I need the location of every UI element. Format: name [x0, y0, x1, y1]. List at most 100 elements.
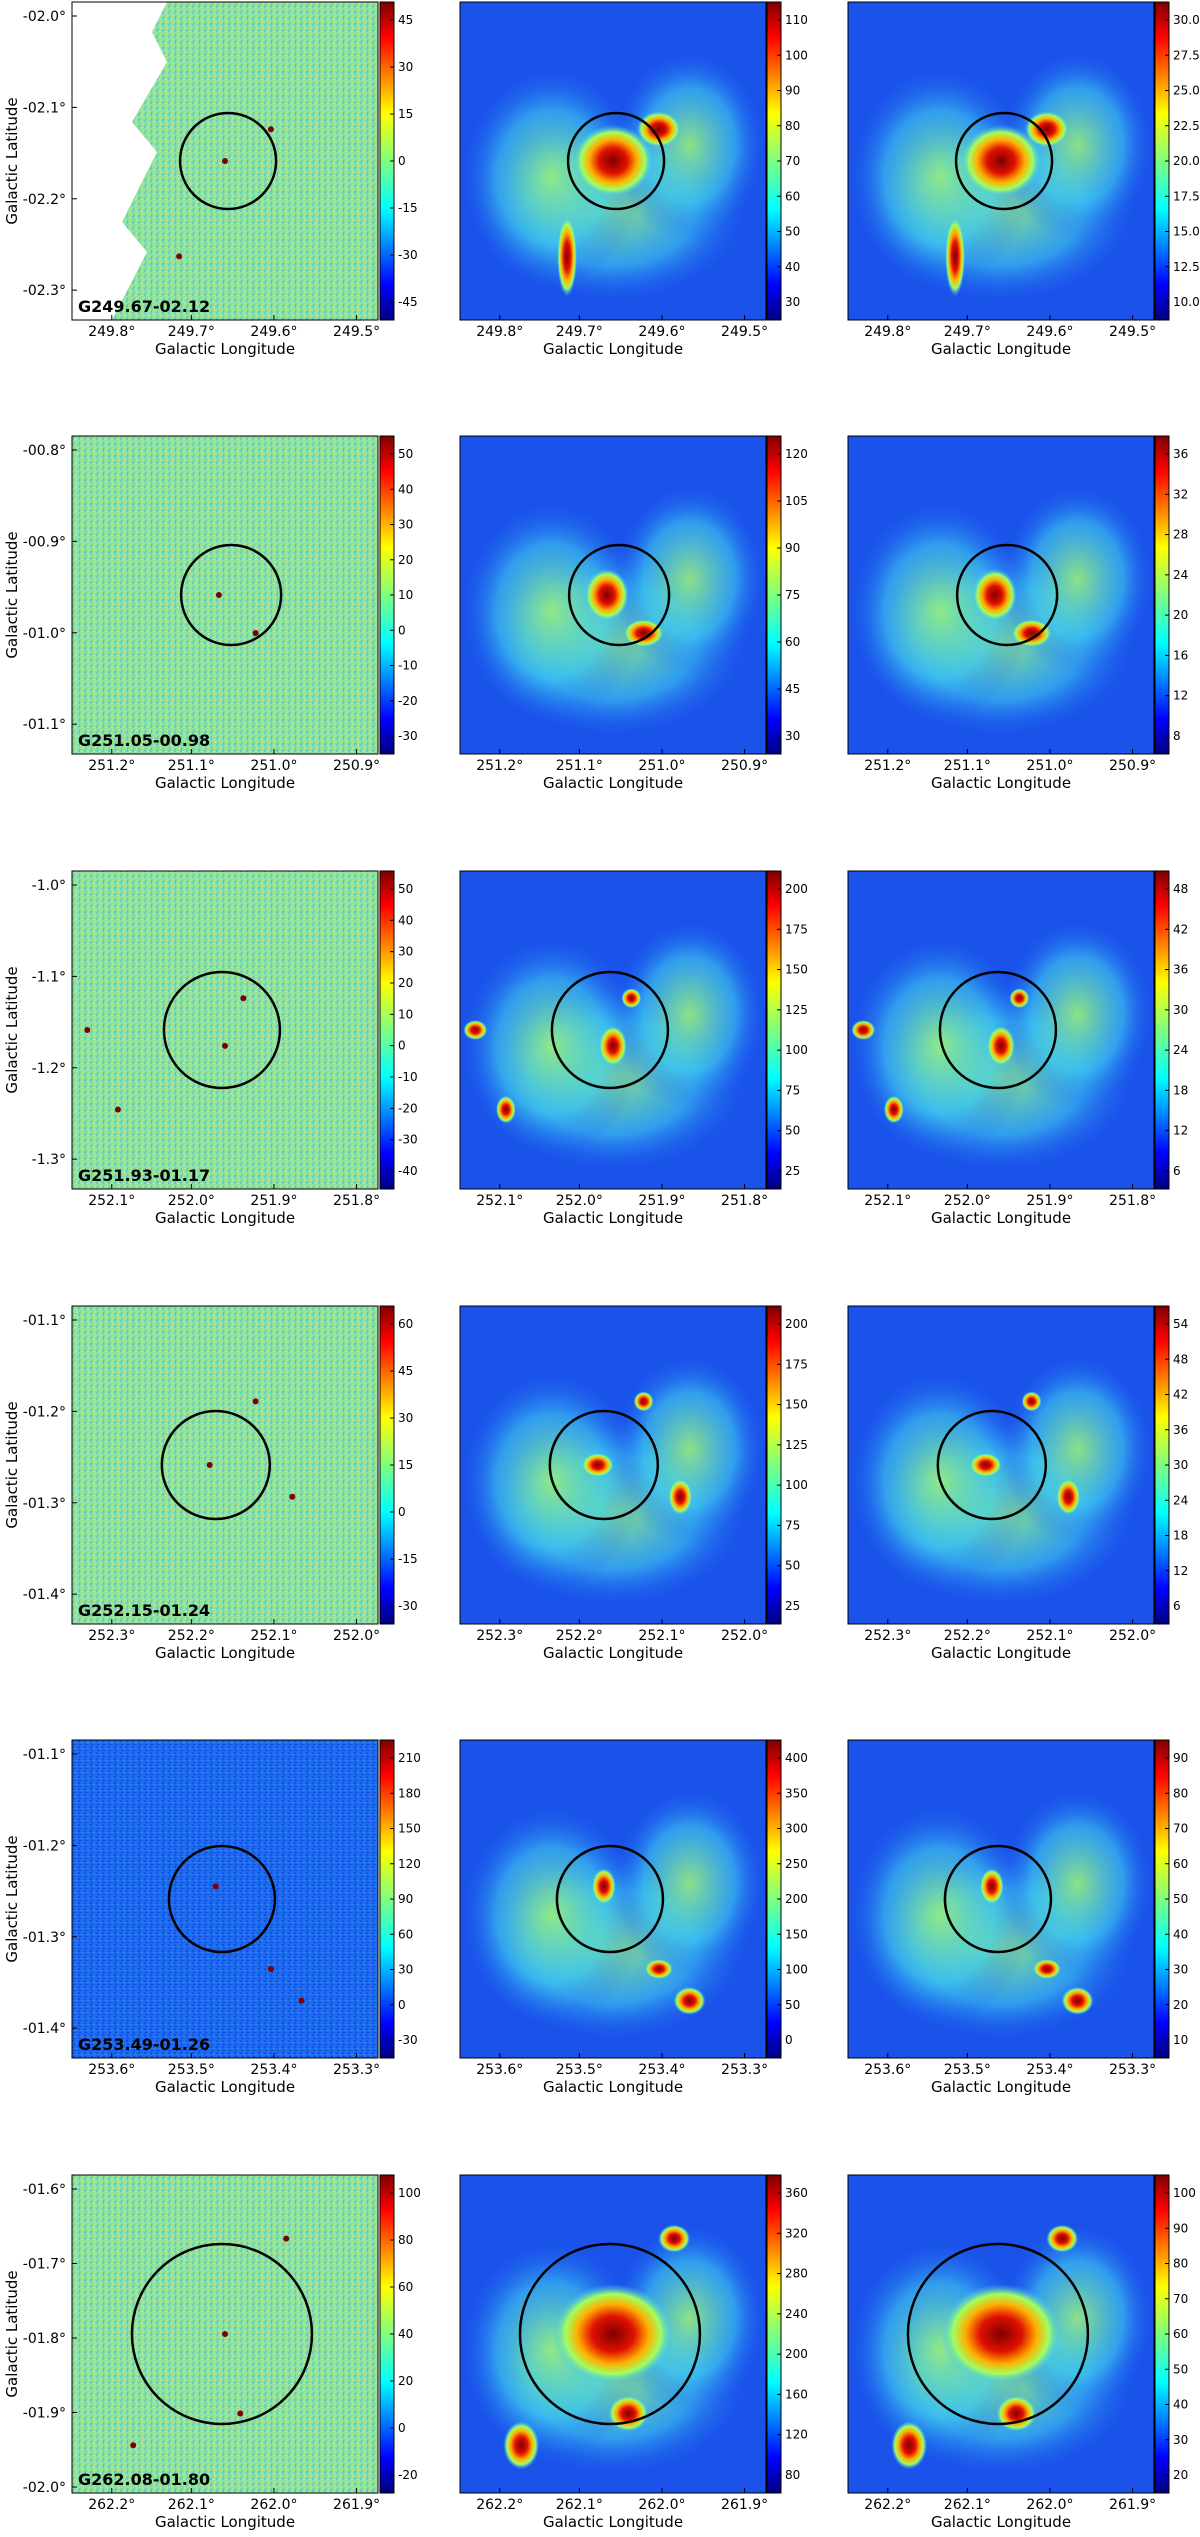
colorbar-tick-label: 250 [785, 1857, 808, 1871]
y-tick-label: -01.2° [23, 1838, 66, 1854]
colorbar-tick-label: 30 [398, 518, 413, 532]
colorbar-tick-label: 175 [785, 1357, 808, 1371]
point-source [252, 630, 259, 637]
x-tick-label: 251.9° [638, 1193, 685, 1209]
y-tick-label: -01.8° [23, 2331, 66, 2347]
colorbar-tick-label: 80 [785, 2468, 800, 2482]
clump [673, 1986, 706, 2015]
colorbar-tick-label: 10.0 [1173, 295, 1200, 309]
panel-frame [459, 435, 767, 755]
colorbar: 48 42 36 30 24 18 12 6 [1154, 870, 1188, 1190]
colorbar-tick-label: 10 [398, 1007, 413, 1021]
intensity-map-panel: 253.6° 253.5° 253.4° 253.3° Galactic Longitu… [459, 1739, 808, 2096]
map-background [72, 1740, 378, 2058]
x-tick-label: 252.1° [88, 1193, 135, 1209]
colorbar-tick-label: 27.5 [1173, 48, 1200, 62]
x-axis-label: Galactic Longitude [543, 2078, 683, 2096]
figure-row: 262.2° 262.1° 262.0° 261.9° Galactic Longitu… [3, 2174, 1196, 2531]
clump [557, 216, 578, 297]
colorbar-tick-label: -20 [398, 694, 418, 708]
point-source [84, 1027, 91, 1033]
x-tick-label: 252.0° [1109, 1628, 1156, 1644]
x-tick-label: 262.2° [88, 2497, 135, 2513]
colorbar-tick-label: 120 [398, 1857, 421, 1871]
x-axis-label: Galactic Longitude [543, 774, 683, 792]
colorbar-tick-label: 60 [1173, 1857, 1188, 1871]
y-axis-label: Galactic Latitude [3, 97, 21, 224]
colorbar-tick-label: 200 [785, 2347, 808, 2361]
x-tick-label: 262.1° [944, 2497, 991, 2513]
clump [608, 2395, 649, 2432]
y-axis-label: Galactic Latitude [3, 1401, 21, 1528]
x-tick-label: 252.1° [638, 1628, 685, 1644]
intensity-map-panel: 252.3° 252.2° 252.1° 252.0° Galactic Longitu… [459, 1305, 808, 1662]
target-circle [566, 111, 666, 211]
colorbar-tick-label: 0 [398, 1998, 406, 2012]
clump [553, 2284, 673, 2384]
colorbar-tick-label: 150 [398, 1822, 421, 1836]
colorbar-tick-label: 0 [398, 154, 406, 168]
colorbar-tick-label: 25.0 [1173, 84, 1200, 98]
colorbar-tick-label: 30 [1173, 2433, 1188, 2447]
colorbar-tick-label: 12 [1173, 1564, 1188, 1578]
colorbar-tick-label: 200 [785, 1317, 808, 1331]
colorbar-tick-label: 6 [1173, 1164, 1181, 1178]
x-tick-label: 253.5° [944, 2062, 991, 2078]
point-source [206, 1462, 213, 1468]
colorbar-tick-label: 100 [785, 1963, 808, 1977]
colorbar-tick-label: 30 [398, 945, 413, 959]
source-name-label: G249.67-02.12 [78, 297, 210, 316]
colorbar-tick-label: 200 [785, 882, 808, 896]
target-circle [955, 543, 1059, 647]
colorbar-tick-label: -30 [398, 729, 418, 743]
diffuse-emission [613, 918, 766, 1110]
point-source [289, 1493, 296, 1500]
x-axis-label: Galactic Longitude [155, 774, 295, 792]
colorbar-tick-label: 45 [398, 13, 413, 27]
clump [495, 1095, 516, 1124]
colorbar-tick-label: 20 [1173, 2468, 1188, 2482]
colorbar: 400 350 300 250 200 150 100 50 0 [766, 1739, 808, 2059]
clump [891, 2421, 928, 2470]
colorbar-tick-label: 17.5 [1173, 189, 1200, 203]
clump [463, 1020, 488, 1040]
colorbar-tick-label: 90 [398, 1892, 413, 1906]
y-tick-label: -00.9° [23, 534, 66, 550]
figure-row: 253.6° 253.5° 253.4° 253.3° Galactic Longitu… [3, 1739, 1188, 2096]
clump [1024, 111, 1069, 148]
source-name-label: G262.08-01.80 [78, 2470, 210, 2489]
x-tick-label: 262.0° [638, 2497, 685, 2513]
x-tick-label: 251.1° [944, 758, 991, 774]
map-background [72, 436, 378, 754]
column-density-map-panel: 253.6° 253.5° 253.4° 253.3° Galactic Longitu… [847, 1739, 1188, 2096]
colorbar: 200 175 150 125 100 75 50 25 [766, 870, 808, 1190]
x-axis-label: Galactic Longitude [155, 340, 295, 358]
colorbar-tick-label: -10 [398, 659, 418, 673]
colorbar-tick-label: 75 [785, 588, 800, 602]
y-axis-label: Galactic Latitude [3, 2270, 21, 2397]
x-tick-label: 252.1° [1026, 1628, 1073, 1644]
colorbar: 200 175 150 125 100 75 50 25 [766, 1305, 808, 1625]
residual-map-panel: 251.2° 251.1° 251.0° 250.9° Galactic Longitu… [71, 435, 418, 792]
panel-frame [71, 435, 379, 755]
clump [987, 1025, 1015, 1066]
diffuse-emission [848, 65, 1032, 289]
x-tick-label: 251.1° [556, 758, 603, 774]
y-tick-label: -01.0° [23, 626, 66, 642]
x-tick-label: 252.1° [250, 1628, 297, 1644]
panel-frame [847, 2174, 1155, 2494]
colorbar-tick-label: -30 [398, 248, 418, 262]
clump [945, 216, 966, 297]
panel-frame [847, 1305, 1155, 1625]
colorbar-tick-label: 75 [785, 1083, 800, 1097]
colorbar-tick-label: 20 [1173, 608, 1188, 622]
target-circle [567, 543, 671, 647]
x-tick-label: 252.3° [88, 1628, 135, 1644]
x-tick-label: 249.5° [1109, 324, 1156, 340]
colorbar-tick-label: 20 [398, 976, 413, 990]
colorbar-tick-label: 50 [398, 447, 413, 461]
colorbar-gradient [766, 1305, 782, 1625]
colorbar-tick-label: 50 [785, 1559, 800, 1573]
x-tick-label: 251.9° [1026, 1193, 1073, 1209]
colorbar-tick-label: 12 [1173, 1124, 1188, 1138]
